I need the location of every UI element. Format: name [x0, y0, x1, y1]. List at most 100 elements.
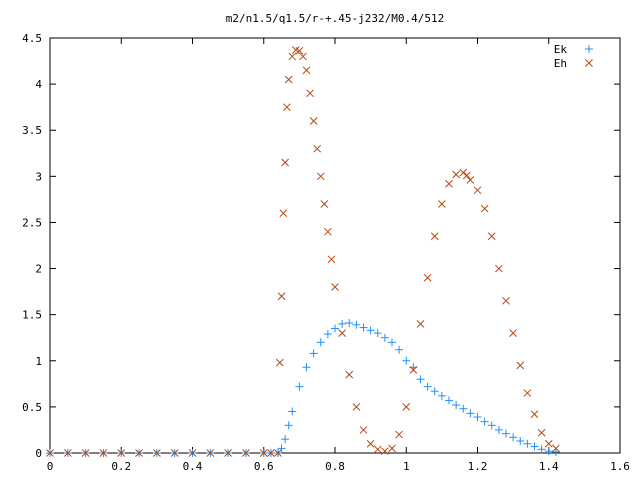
series-ek — [46, 318, 560, 457]
plot-frame — [49, 37, 621, 454]
legend-marker-ek — [585, 45, 593, 53]
ek-point — [366, 326, 375, 335]
eh-point — [544, 439, 553, 448]
eh-point — [206, 449, 215, 457]
eh-point — [438, 200, 446, 208]
eh-point — [462, 171, 471, 180]
eh-point — [135, 449, 143, 457]
y-tick-label: 2 — [35, 263, 42, 276]
x-tick-label: 1 — [403, 460, 410, 473]
ek-point — [530, 442, 539, 451]
ek-point — [480, 417, 489, 426]
ek-point — [509, 433, 518, 442]
eh-point — [99, 449, 108, 457]
ek-point — [402, 356, 411, 365]
eh-point — [480, 204, 489, 213]
ek-point — [380, 333, 389, 342]
eh-point — [416, 320, 425, 328]
y-tick-label: 4 — [35, 78, 42, 91]
x-tick-label: 0.4 — [183, 460, 203, 473]
eh-point — [338, 329, 346, 337]
ek-point — [295, 382, 304, 391]
ek-point — [551, 448, 560, 457]
ek-point — [537, 445, 546, 454]
x-tick-label: 1.4 — [539, 460, 559, 473]
eh-point — [388, 444, 396, 453]
ek-point — [423, 382, 432, 391]
eh-point — [302, 66, 311, 75]
ek-point — [430, 387, 439, 396]
eh-point — [395, 430, 403, 439]
y-tick-label: 0.5 — [22, 401, 42, 414]
eh-point — [324, 227, 332, 236]
axis-ticks: 0 0.2 0.4 0.6 0.8 1 1.2 1.4 1.6 0 0.5 1 1.5 2 2.5 3 3.5 4… — [22, 32, 630, 473]
legend-label-eh: Eh — [554, 57, 567, 70]
eh-point — [331, 283, 339, 291]
chart-title: m2/n1.5/q1.5/r-+.45-j232/M0.4/512 — [226, 12, 445, 25]
ek-point — [309, 349, 318, 358]
eh-point — [552, 444, 560, 453]
ek-point — [523, 439, 532, 448]
x-tick-label: 0.6 — [254, 460, 274, 473]
eh-point — [452, 170, 460, 179]
ek-point — [395, 345, 404, 354]
eh-point — [81, 449, 90, 457]
eh-point — [473, 186, 482, 195]
eh-point — [487, 232, 496, 241]
ek-point — [459, 404, 468, 413]
ek-point — [388, 338, 396, 347]
eh-point — [516, 361, 525, 370]
eh-point — [259, 449, 268, 457]
eh-point — [306, 89, 314, 98]
ek-point — [281, 435, 290, 444]
x-tick-label: 1.2 — [468, 460, 488, 473]
eh-point — [274, 449, 282, 457]
eh-point — [299, 52, 307, 61]
eh-point — [275, 358, 284, 367]
ek-point — [437, 391, 446, 400]
eh-point — [366, 439, 375, 448]
ek-point — [544, 447, 553, 456]
eh-point — [153, 449, 161, 457]
y-tick-label: 1 — [35, 355, 42, 368]
eh-point — [352, 403, 361, 411]
eh-point — [523, 389, 532, 397]
y-tick-label: 1.5 — [22, 309, 42, 322]
ek-point — [416, 375, 425, 384]
ek-point — [338, 319, 347, 328]
eh-point — [537, 428, 546, 437]
ek-point — [323, 330, 332, 339]
legend-label-ek: Ek — [554, 43, 568, 56]
eh-point — [170, 449, 179, 457]
x-tick-label: 0.8 — [325, 460, 345, 473]
eh-point — [423, 273, 432, 282]
ek-point — [316, 338, 325, 347]
x-tick-label: 0 — [47, 460, 54, 473]
y-tick-label: 0 — [35, 447, 42, 460]
eh-point — [316, 172, 325, 181]
eh-point — [63, 449, 72, 457]
eh-point — [409, 366, 418, 374]
eh-point — [309, 117, 318, 125]
ek-point — [473, 413, 482, 422]
eh-point — [295, 47, 304, 55]
eh-point — [117, 449, 126, 457]
eh-point — [402, 403, 411, 411]
eh-point — [445, 179, 453, 188]
y-tick-label: 3 — [35, 170, 42, 183]
ek-point — [452, 401, 461, 410]
eh-point — [495, 264, 503, 273]
x-tick-label: 0.2 — [111, 460, 131, 473]
eh-point — [267, 449, 275, 457]
eh-point — [288, 52, 297, 61]
y-tick-label: 2.5 — [22, 216, 42, 229]
ek-point — [331, 324, 339, 333]
eh-point — [373, 445, 382, 454]
series-layer — [46, 46, 560, 457]
ek-point — [302, 363, 311, 372]
y-tick-label: 4.5 — [22, 32, 42, 45]
eh-point — [188, 449, 197, 457]
eh-point — [466, 176, 475, 184]
